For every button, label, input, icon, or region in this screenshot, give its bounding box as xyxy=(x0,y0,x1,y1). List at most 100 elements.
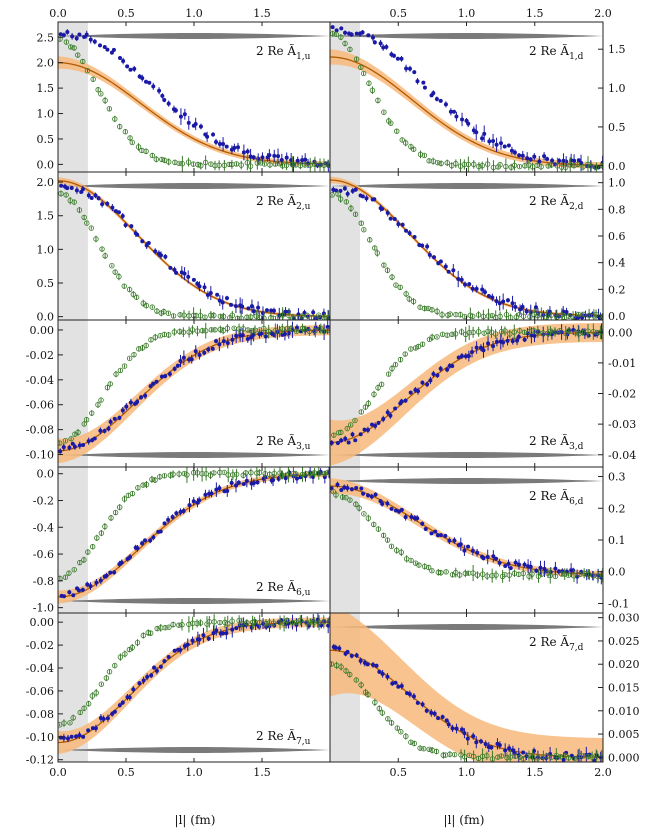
point-green xyxy=(343,494,349,501)
point-blue xyxy=(518,307,523,312)
point-green xyxy=(378,381,385,388)
point-blue xyxy=(62,594,67,599)
point-blue xyxy=(464,118,469,123)
point-blue xyxy=(456,355,461,360)
point-blue xyxy=(106,426,111,431)
y-tick-label: 0.00 xyxy=(30,616,55,629)
point-blue xyxy=(390,681,395,686)
point-blue xyxy=(408,390,413,395)
point-green xyxy=(495,754,501,760)
point-blue xyxy=(154,668,159,673)
point-blue xyxy=(470,349,475,354)
point-green xyxy=(251,618,258,625)
plot-area xyxy=(330,172,603,320)
point-green xyxy=(338,429,344,436)
point-green xyxy=(77,559,83,566)
point-green xyxy=(58,190,64,197)
point-green xyxy=(140,482,146,488)
point-green xyxy=(338,664,344,670)
point-green xyxy=(321,619,327,625)
point-green xyxy=(177,312,183,318)
point-blue xyxy=(74,188,79,193)
point-blue xyxy=(260,155,265,160)
panel-label-sub: 7,d xyxy=(569,643,584,653)
point-blue xyxy=(255,480,260,485)
point-green xyxy=(375,526,382,532)
point-green xyxy=(244,160,251,166)
point-blue xyxy=(474,286,479,291)
point-blue xyxy=(486,341,491,346)
point-blue xyxy=(110,711,115,716)
point-green xyxy=(507,331,513,337)
point-green xyxy=(230,472,236,478)
point-green xyxy=(562,164,569,171)
point-green xyxy=(402,140,409,146)
point-green xyxy=(149,304,155,310)
point-green xyxy=(229,312,236,319)
point-blue xyxy=(158,529,163,534)
point-blue xyxy=(512,150,517,155)
point-green xyxy=(239,621,245,627)
y-tick-label: -0.10 xyxy=(26,731,54,744)
point-green xyxy=(63,39,70,45)
point-blue xyxy=(501,340,506,345)
point-blue xyxy=(178,509,183,514)
point-green xyxy=(480,313,487,320)
point-green xyxy=(134,639,141,646)
point-blue xyxy=(435,373,440,378)
point-green xyxy=(301,326,308,332)
point-blue xyxy=(92,436,97,441)
point-green xyxy=(244,619,250,626)
point-green xyxy=(489,756,496,762)
x-tick-label: 1.0 xyxy=(185,7,203,20)
point-green xyxy=(279,472,286,478)
point-blue xyxy=(537,159,542,164)
point-blue xyxy=(108,570,113,575)
panel-7-d: 0.030 0.025 0.020 0.015 0.010 0.005 0.000 0.5 1.… xyxy=(329,612,640,779)
point-blue xyxy=(217,141,222,146)
y-tick-label: 0.1 xyxy=(608,534,626,547)
point-blue xyxy=(263,334,268,339)
point-green xyxy=(112,509,119,516)
plot-area xyxy=(58,22,330,172)
point-blue xyxy=(412,234,417,239)
point-green xyxy=(347,422,354,428)
point-blue xyxy=(249,625,254,630)
point-blue xyxy=(385,501,390,506)
point-blue xyxy=(330,25,335,30)
point-green xyxy=(149,152,156,159)
point-green xyxy=(130,291,137,298)
plot-area xyxy=(330,320,603,467)
point-blue xyxy=(117,703,122,708)
point-blue xyxy=(349,487,354,492)
point-green xyxy=(221,469,227,476)
point-blue xyxy=(182,271,187,276)
point-blue xyxy=(143,393,148,398)
point-green xyxy=(444,332,450,338)
point-blue xyxy=(168,265,173,270)
x-axis-label-right: |l| (fm) xyxy=(444,813,485,827)
x-tick-label: 1.5 xyxy=(526,766,544,779)
point-blue xyxy=(353,187,358,192)
point-blue xyxy=(88,37,93,42)
point-blue xyxy=(366,33,371,38)
point-green xyxy=(381,262,387,268)
point-blue xyxy=(510,748,515,753)
point-blue xyxy=(446,269,451,274)
point-blue xyxy=(335,482,340,487)
y-tick-label: 2.0 xyxy=(37,57,55,70)
point-green xyxy=(104,384,111,391)
point-green xyxy=(202,314,208,320)
point-green xyxy=(84,67,91,74)
point-blue xyxy=(101,717,106,721)
point-green xyxy=(102,523,108,530)
panel-label-sub: 1,d xyxy=(569,52,584,62)
point-blue xyxy=(349,32,354,37)
point-green xyxy=(475,329,482,335)
point-blue xyxy=(431,91,436,96)
point-green xyxy=(106,669,113,675)
point-green xyxy=(398,729,404,735)
x-tick-label: 1.5 xyxy=(253,7,271,20)
point-blue xyxy=(384,45,389,50)
point-green xyxy=(81,214,87,221)
